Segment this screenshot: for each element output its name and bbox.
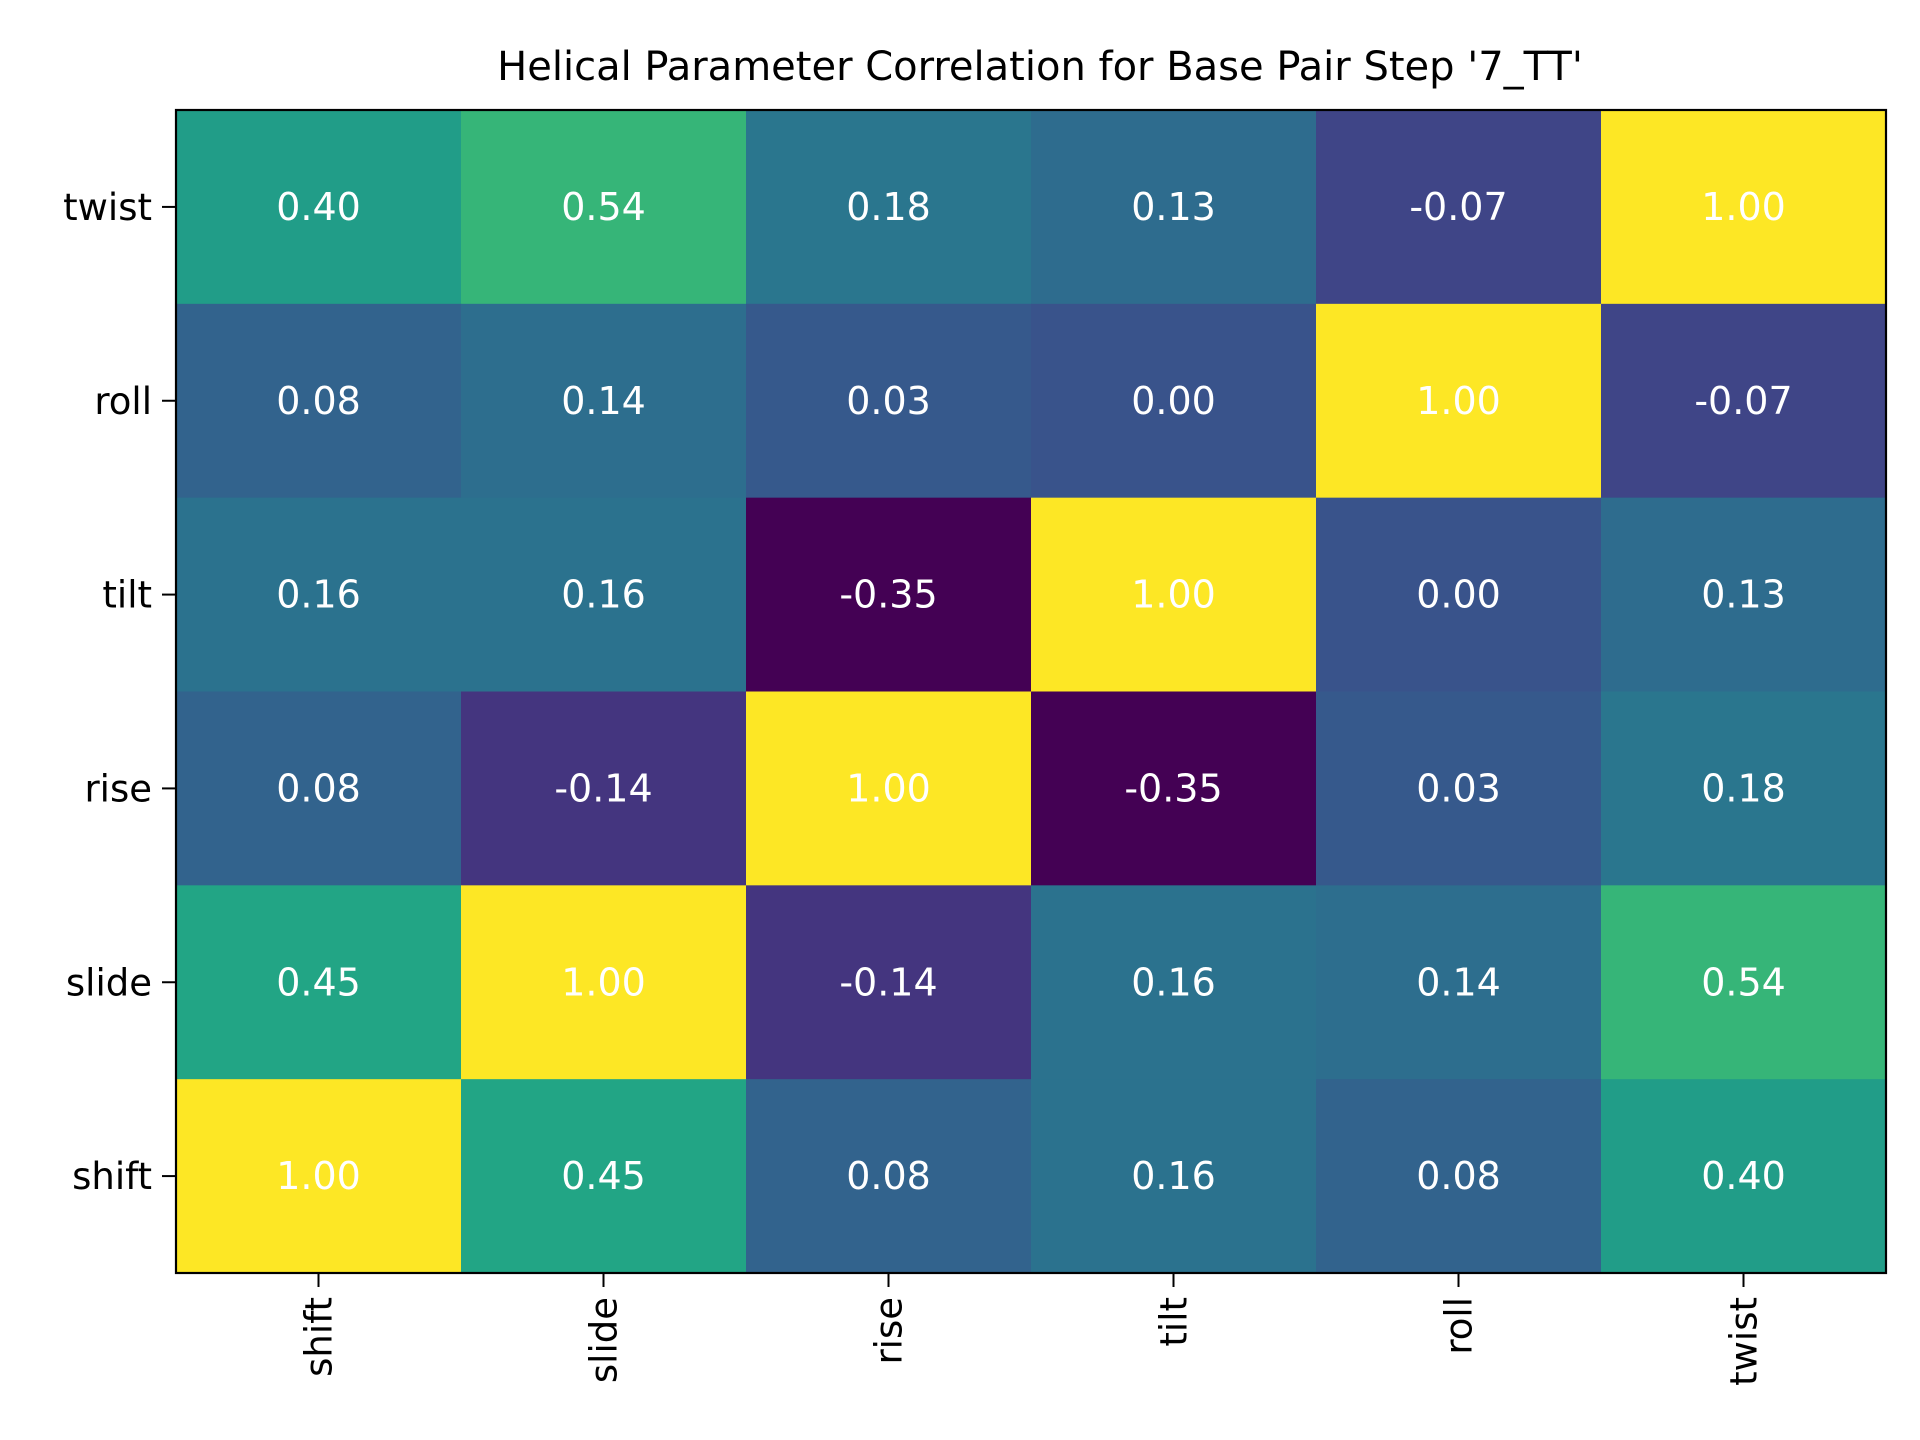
cell-value-label: 0.08 [276, 379, 361, 423]
heatmap-cell-rise-slide [461, 691, 747, 886]
heatmap-cell-roll-tilt [1031, 303, 1317, 499]
cell-value-label: 0.16 [561, 573, 646, 617]
cell-value-label: 0.16 [276, 573, 361, 617]
x-tick-label-shift: shift [298, 1297, 341, 1377]
plot-frame [174, 108, 1888, 1275]
y-tick-label-roll: roll [94, 380, 152, 423]
heatmap-cell-twist-twist [1601, 110, 1887, 305]
cell-value-label: -0.07 [1694, 379, 1792, 423]
heatmap-cell-twist-slide [461, 110, 747, 305]
cell-value-label: 0.16 [1131, 1154, 1216, 1198]
cell-value-label: 0.18 [846, 185, 931, 229]
cell-value-label: 0.00 [1131, 379, 1216, 423]
heatmap-cell-roll-twist [1601, 303, 1887, 499]
heatmap-cell-shift-slide [461, 1079, 747, 1274]
heatmap-cell-tilt-rise [746, 497, 1032, 692]
heatmap-cell-shift-tilt [1031, 1079, 1317, 1274]
heatmap-cell-rise-tilt [1031, 691, 1317, 886]
cell-value-label: -0.14 [554, 766, 652, 810]
heatmap-cell-twist-rise [746, 110, 1032, 305]
heatmap-cells [176, 110, 1887, 1274]
cell-value-label: -0.35 [839, 573, 937, 617]
cell-value-label: 0.03 [846, 379, 931, 423]
heatmap-cell-roll-rise [746, 303, 1032, 499]
heatmap-cell-tilt-tilt [1031, 497, 1317, 692]
heatmap-cell-roll-roll [1316, 303, 1602, 499]
cell-value-label: 1.00 [1131, 573, 1216, 617]
cell-value-label: 0.00 [1416, 573, 1501, 617]
cell-value-label: 1.00 [846, 766, 931, 810]
cell-value-label: 0.13 [1701, 573, 1786, 617]
heatmap-cell-slide-slide [461, 885, 747, 1080]
cell-value-label: 0.13 [1131, 185, 1216, 229]
cell-value-label: 0.45 [561, 1154, 646, 1198]
heatmap-cell-shift-rise [746, 1079, 1032, 1274]
heatmap-cell-shift-roll [1316, 1079, 1602, 1274]
cell-value-label: 0.40 [276, 185, 361, 229]
heatmap-cell-roll-shift [176, 303, 462, 499]
cell-value-label: -0.35 [1124, 766, 1222, 810]
cell-value-label: 0.08 [276, 766, 361, 810]
heatmap-cell-rise-twist [1601, 691, 1887, 886]
heatmap-cell-roll-slide [461, 303, 747, 499]
heatmap-cell-twist-shift [176, 110, 462, 305]
x-tick-label-slide: slide [583, 1297, 626, 1383]
cell-value-label: 0.08 [1416, 1154, 1501, 1198]
heatmap-cell-tilt-roll [1316, 497, 1602, 692]
cell-value-label: -0.14 [839, 960, 937, 1004]
heatmap-cell-rise-shift [176, 691, 462, 886]
cell-value-label: 0.54 [1701, 960, 1786, 1004]
heatmap-cell-tilt-slide [461, 497, 747, 692]
cell-value-label: 0.08 [846, 1154, 931, 1198]
heatmap-cell-tilt-shift [176, 497, 462, 692]
cell-value-label: 0.14 [1416, 960, 1501, 1004]
heatmap-cell-twist-roll [1316, 110, 1602, 305]
y-tick-label-slide: slide [66, 961, 152, 1004]
y-tick-label-rise: rise [84, 767, 152, 810]
y-tick-label-shift: shift [72, 1155, 152, 1198]
cell-value-label: -0.07 [1409, 185, 1507, 229]
cell-value-label: 0.45 [276, 960, 361, 1004]
heatmap-cell-shift-shift [176, 1079, 462, 1274]
heatmap-cell-rise-roll [1316, 691, 1602, 886]
heatmap-cell-slide-tilt [1031, 885, 1317, 1080]
heatmap-cell-slide-shift [176, 885, 462, 1080]
chart-title: Helical Parameter Correlation for Base P… [497, 44, 1583, 90]
x-tick-label-tilt: tilt [1153, 1297, 1196, 1347]
x-tick-label-twist: twist [1723, 1297, 1766, 1386]
x-tick-label-rise: rise [868, 1297, 911, 1365]
heatmap-cell-shift-twist [1601, 1079, 1887, 1274]
cell-value-label: 0.18 [1701, 766, 1786, 810]
cell-value-label: 0.03 [1416, 766, 1501, 810]
cell-value-label: 0.54 [561, 185, 646, 229]
heatmap-cell-slide-twist [1601, 885, 1887, 1080]
cell-value-label: 1.00 [561, 960, 646, 1004]
cell-value-label: 0.40 [1701, 1154, 1786, 1198]
heatmap-cell-slide-rise [746, 885, 1032, 1080]
x-axis: shift slide rise tilt roll twist [298, 1273, 1766, 1386]
heatmap-cell-tilt-twist [1601, 497, 1887, 692]
cell-value-label: 1.00 [276, 1154, 361, 1198]
heatmap-cell-twist-tilt [1031, 110, 1317, 305]
y-tick-label-tilt: tilt [102, 574, 152, 617]
heatmap-cell-slide-roll [1316, 885, 1602, 1080]
cell-value-label: 0.14 [561, 379, 646, 423]
cell-value-labels: 0.40 0.54 0.18 0.13 -0.07 1.00 0.08 0.14 0.03 0.0… [276, 185, 1792, 1198]
cell-value-label: 1.00 [1701, 185, 1786, 229]
heatmap-cell-rise-rise [746, 691, 1032, 886]
y-tick-label-twist: twist [63, 186, 152, 229]
cell-value-label: 0.16 [1131, 960, 1216, 1004]
x-tick-label-roll: roll [1438, 1297, 1481, 1355]
cell-value-label: 1.00 [1416, 379, 1501, 423]
y-axis: twist roll tilt rise slide shift [63, 186, 176, 1198]
